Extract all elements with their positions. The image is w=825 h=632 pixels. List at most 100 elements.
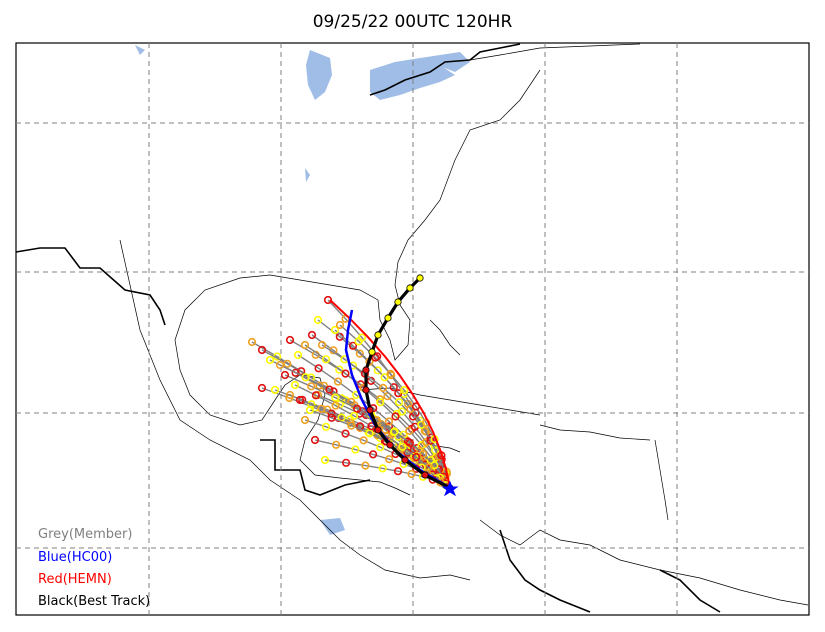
best-track-point [384,314,392,322]
gridlines [16,43,809,615]
member-track-point [280,370,290,380]
member-track-point [350,411,359,421]
member-track-point [291,368,300,377]
member-track-point [417,420,426,429]
hemn-track [329,299,451,489]
member-track-point [419,450,428,459]
best-track-point [374,331,382,339]
member-track [321,344,451,489]
member-track-point [317,404,326,413]
member-track-point [275,360,285,370]
member-track-point [325,385,334,394]
member-track-point [257,345,267,355]
member-track-point [335,320,345,330]
member-track-point [307,382,316,391]
member-track-point [295,395,305,405]
member-track-point [301,373,310,382]
best-track-point [421,471,429,479]
member-track-point [341,429,350,438]
member-track-point [397,407,407,416]
member-track-point [335,365,344,374]
member-track-point [386,369,395,379]
member-track-point [400,386,409,395]
member-track-point [330,325,340,335]
member-track-point [327,409,336,418]
member-track-point [389,383,398,392]
border-us-mexico [15,247,166,326]
coast-lesser-antilles [654,439,669,521]
coast-jamaica [429,444,461,453]
coast-central-america [119,239,471,581]
member-track [317,319,451,489]
member-track-point [378,464,387,473]
member-track [334,329,451,489]
member-track-point [393,467,403,476]
best-track-point [374,426,382,434]
member-track-point [365,429,374,438]
member-track-point [369,450,378,459]
member-track-point [320,455,330,465]
best-track-point [416,274,424,282]
member-track-point [361,461,370,470]
coast-south-america [479,519,809,606]
member-track-point [310,435,320,445]
member-track-point [359,436,368,445]
member-track-point [355,349,364,358]
member-track-point [384,417,394,426]
member-track-point [311,391,321,400]
member-track-point [283,359,292,368]
member-track-point [385,455,394,464]
best-track-point [362,386,370,394]
legend-item: Blue(HC00) [38,550,113,565]
best-track-point [401,456,409,464]
member-track-point [300,415,310,425]
border-venezuela [659,569,721,613]
member-track-point [307,330,317,340]
member-track-point [426,456,435,465]
member-track-point [395,398,404,407]
member-track-point [431,446,440,455]
coast-bahamas [429,319,461,356]
border-us-canada [369,43,521,96]
member-track-point [321,355,331,364]
lake-nicaragua [320,518,345,535]
member-track-point [398,442,407,451]
borders [15,43,721,613]
coast-ne [469,43,641,61]
member-track-point [405,438,415,447]
member-track-point [317,340,327,350]
member-track-point [426,436,435,445]
best-track-point [406,284,414,292]
member-track-point [293,350,303,360]
member-track-point [265,355,275,365]
member-track-point [270,385,280,395]
member-track-point [313,315,323,325]
member-track [304,344,451,489]
member-track-point [342,458,351,467]
member-track-point [285,390,295,400]
member-track-point [285,335,295,345]
member-track-point [331,393,340,402]
member-track-point [353,404,362,414]
member-track-point [290,380,300,390]
member-track-point [321,422,331,431]
member-track-point [348,341,358,350]
member-track-point [407,469,416,479]
member-track-point [351,445,360,454]
forecast-tracks [247,274,459,497]
member-track-point [337,413,346,422]
legend-item: Red(HEMN) [38,572,112,587]
member-track-point [434,465,444,474]
border-south-america [499,529,591,613]
coast-gulf [174,274,411,496]
legend-item: Black(Best Track) [38,594,151,609]
member-track-point [305,405,315,415]
legend-item: Grey(Member) [38,527,133,542]
member-track-point [371,353,380,362]
member-track-point [379,383,388,393]
best-track-point [394,298,402,306]
member-track-point [391,412,400,421]
member-track-point [421,427,431,436]
member-track-point [383,392,392,401]
